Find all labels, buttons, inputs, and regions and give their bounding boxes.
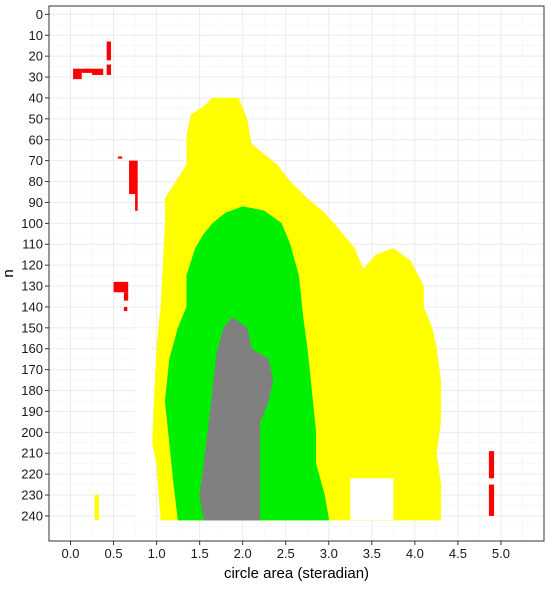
- y-tick-label: 180: [21, 383, 43, 398]
- x-tick-label: 3.0: [320, 546, 338, 561]
- heatmap-regions: [73, 41, 495, 521]
- y-tick-label: 0: [36, 7, 43, 22]
- yellow-cell: [208, 118, 217, 126]
- y-tick-label: 50: [29, 111, 43, 126]
- y-tick-label: 120: [21, 258, 43, 273]
- y-tick-label: 170: [21, 362, 43, 377]
- red-cell: [135, 194, 138, 211]
- x-axis-title: circle area (steradian): [224, 565, 369, 582]
- red-cell: [123, 292, 129, 301]
- y-tick-label: 70: [29, 153, 43, 168]
- y-tick-label: 20: [29, 49, 43, 64]
- y-tick-label: 130: [21, 279, 43, 294]
- panel-border: [48, 5, 545, 542]
- red-cell: [106, 64, 111, 75]
- x-tick-label: 2.5: [277, 546, 295, 561]
- red-cell: [73, 68, 82, 80]
- x-tick-label: 0.0: [61, 546, 79, 561]
- red-cell: [117, 156, 123, 159]
- y-tick-label: 140: [21, 299, 43, 314]
- yellow-cell: [333, 359, 346, 381]
- y-tick-label: 80: [29, 174, 43, 189]
- red-cell: [129, 160, 138, 195]
- red-cell: [123, 306, 128, 312]
- x-tick-label: 4.0: [406, 546, 424, 561]
- y-tick-label: 240: [21, 508, 43, 523]
- y-tick-label: 190: [21, 404, 43, 419]
- y-tick-label: 110: [22, 237, 43, 252]
- red-cell: [113, 281, 129, 293]
- red-cell: [488, 484, 495, 516]
- y-tick-label: 60: [29, 132, 43, 147]
- plot-panel: [48, 5, 545, 542]
- y-tick-label: 30: [29, 70, 43, 85]
- y-tick-label: 160: [21, 341, 43, 356]
- x-tick-label: 0.5: [105, 546, 123, 561]
- x-tick-label: 3.5: [363, 546, 381, 561]
- y-axis-title: n: [0, 269, 17, 277]
- y-tick-label: 10: [29, 28, 43, 43]
- red-cell: [106, 41, 111, 61]
- y-tick-label: 210: [21, 446, 43, 461]
- y-tick-label: 220: [21, 467, 43, 482]
- y-tick-label: 100: [21, 216, 43, 231]
- red-cell: [81, 68, 93, 73]
- y-tick-label: 90: [29, 195, 43, 210]
- x-tick-label: 1.0: [148, 546, 166, 561]
- x-tick-label: 4.5: [449, 546, 467, 561]
- x-tick-label: 2.0: [234, 546, 252, 561]
- y-tick-label: 230: [21, 488, 43, 503]
- gray-region: [199, 317, 274, 521]
- x-axis-ticks: 0.0 0.5 1.0 1.5 2.0 2.5 3.0 3.5 4.0 4.5 5.0: [61, 541, 510, 561]
- x-tick-label: 1.5: [191, 546, 209, 561]
- y-tick-label: 150: [21, 320, 43, 335]
- red-cell: [488, 451, 495, 479]
- y-tick-label: 200: [21, 425, 43, 440]
- y-tick-label: 40: [29, 90, 43, 105]
- red-cell: [92, 68, 104, 75]
- x-tick-label: 5.0: [492, 546, 510, 561]
- yellow-cell: [94, 495, 99, 521]
- empty-cell-gap: [350, 478, 394, 521]
- y-axis-ticks: 0 10 20 30 40 50 60 70 80 90 100 110 120 130 140 150 160…: [21, 7, 49, 523]
- empty-cell-gap: [135, 327, 153, 521]
